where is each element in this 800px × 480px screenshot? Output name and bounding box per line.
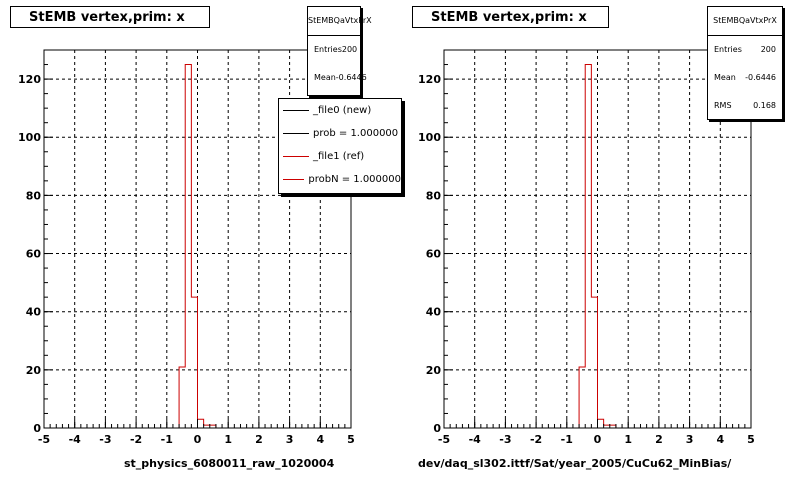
legend-line-new bbox=[283, 110, 309, 111]
y-tick-label: 40 bbox=[26, 306, 42, 319]
left-stats-name: StEMBQaVtxPrX bbox=[308, 7, 372, 36]
right-stats-mean: Mean -0.6446 bbox=[714, 73, 776, 82]
x-tick-label: 5 bbox=[747, 433, 755, 446]
x-tick-label: -4 bbox=[69, 433, 82, 446]
right-histogram-title: StEMB vertex,prim: x bbox=[412, 6, 609, 28]
y-tick-label: 60 bbox=[26, 248, 42, 261]
y-tick-label: 120 bbox=[418, 73, 441, 86]
y-tick-label: 100 bbox=[18, 131, 41, 144]
legend-entry: _file0 (new) bbox=[279, 99, 401, 122]
right-histogram-plot: -5 -4 -3 -2 -1 0 1 2 3 4 5 0 20 40 60 80 100 120 bbox=[418, 49, 755, 446]
y-tick-label: 0 bbox=[33, 422, 41, 435]
x-tick-label: 0 bbox=[194, 433, 202, 446]
legend: _file0 (new) prob = 1.000000 _file1 (ref… bbox=[278, 98, 402, 194]
x-tick-label: -1 bbox=[161, 433, 173, 446]
legend-line-prob bbox=[283, 133, 309, 134]
legend-entry: probN = 1.000000 bbox=[279, 168, 401, 191]
y-tick-label: 0 bbox=[433, 422, 441, 435]
y-tick-label: 60 bbox=[426, 248, 442, 261]
left-stats-mean: Mean -0.6446 bbox=[314, 73, 367, 82]
x-tick-label: 1 bbox=[624, 433, 632, 446]
left-stats-entries: Entries 200 bbox=[314, 45, 358, 54]
y-tick-label: 40 bbox=[426, 306, 442, 319]
left-stats-box: StEMBQaVtxPrX Entries 200 Mean -0.6446 bbox=[307, 6, 372, 96]
y-tick-label: 100 bbox=[418, 131, 441, 144]
x-tick-label: -5 bbox=[38, 433, 50, 446]
x-tick-label: 2 bbox=[255, 433, 263, 446]
x-tick-label: -1 bbox=[561, 433, 573, 446]
x-tick-label: -5 bbox=[438, 433, 450, 446]
y-tick-label: 120 bbox=[18, 73, 41, 86]
legend-line-ref bbox=[283, 156, 309, 157]
x-tick-label: -2 bbox=[130, 433, 142, 446]
x-tick-label: -4 bbox=[469, 433, 482, 446]
y-tick-label: 80 bbox=[426, 189, 442, 202]
right-stats-entries: Entries 200 bbox=[714, 45, 776, 54]
y-tick-label: 20 bbox=[426, 364, 442, 377]
x-tick-label: -3 bbox=[499, 433, 511, 446]
right-stats-rms: RMS 0.168 bbox=[714, 101, 776, 110]
x-tick-label: -3 bbox=[99, 433, 111, 446]
x-tick-label: -2 bbox=[530, 433, 542, 446]
right-stats-name: StEMBQaVtxPrX bbox=[708, 7, 782, 36]
x-tick-label: 3 bbox=[286, 433, 294, 446]
x-tick-label: 2 bbox=[655, 433, 663, 446]
x-tick-label: 3 bbox=[686, 433, 694, 446]
x-tick-label: 4 bbox=[716, 433, 724, 446]
legend-entry: _file1 (ref) bbox=[279, 145, 401, 168]
left-histogram-plot: -5 -4 -3 -2 -1 0 1 2 3 4 5 0 20 40 60 80 100 120 bbox=[18, 49, 355, 446]
right-stats-box: StEMBQaVtxPrX Entries 200 Mean -0.6446 RMS… bbox=[707, 6, 783, 120]
x-tick-label: 1 bbox=[224, 433, 232, 446]
x-tick-label: 5 bbox=[347, 433, 355, 446]
x-tick-label: 4 bbox=[316, 433, 324, 446]
right-subtitle: dev/daq_sl302.ittf/Sat/year_2005/CuCu62_… bbox=[418, 457, 732, 470]
left-subtitle: st_physics_6080011_raw_1020004 bbox=[124, 457, 335, 470]
y-tick-label: 20 bbox=[26, 364, 42, 377]
left-histogram-title: StEMB vertex,prim: x bbox=[10, 6, 210, 28]
y-tick-label: 80 bbox=[26, 189, 42, 202]
legend-entry: prob = 1.000000 bbox=[279, 122, 401, 145]
legend-line-probn bbox=[283, 179, 305, 180]
x-tick-label: 0 bbox=[594, 433, 602, 446]
